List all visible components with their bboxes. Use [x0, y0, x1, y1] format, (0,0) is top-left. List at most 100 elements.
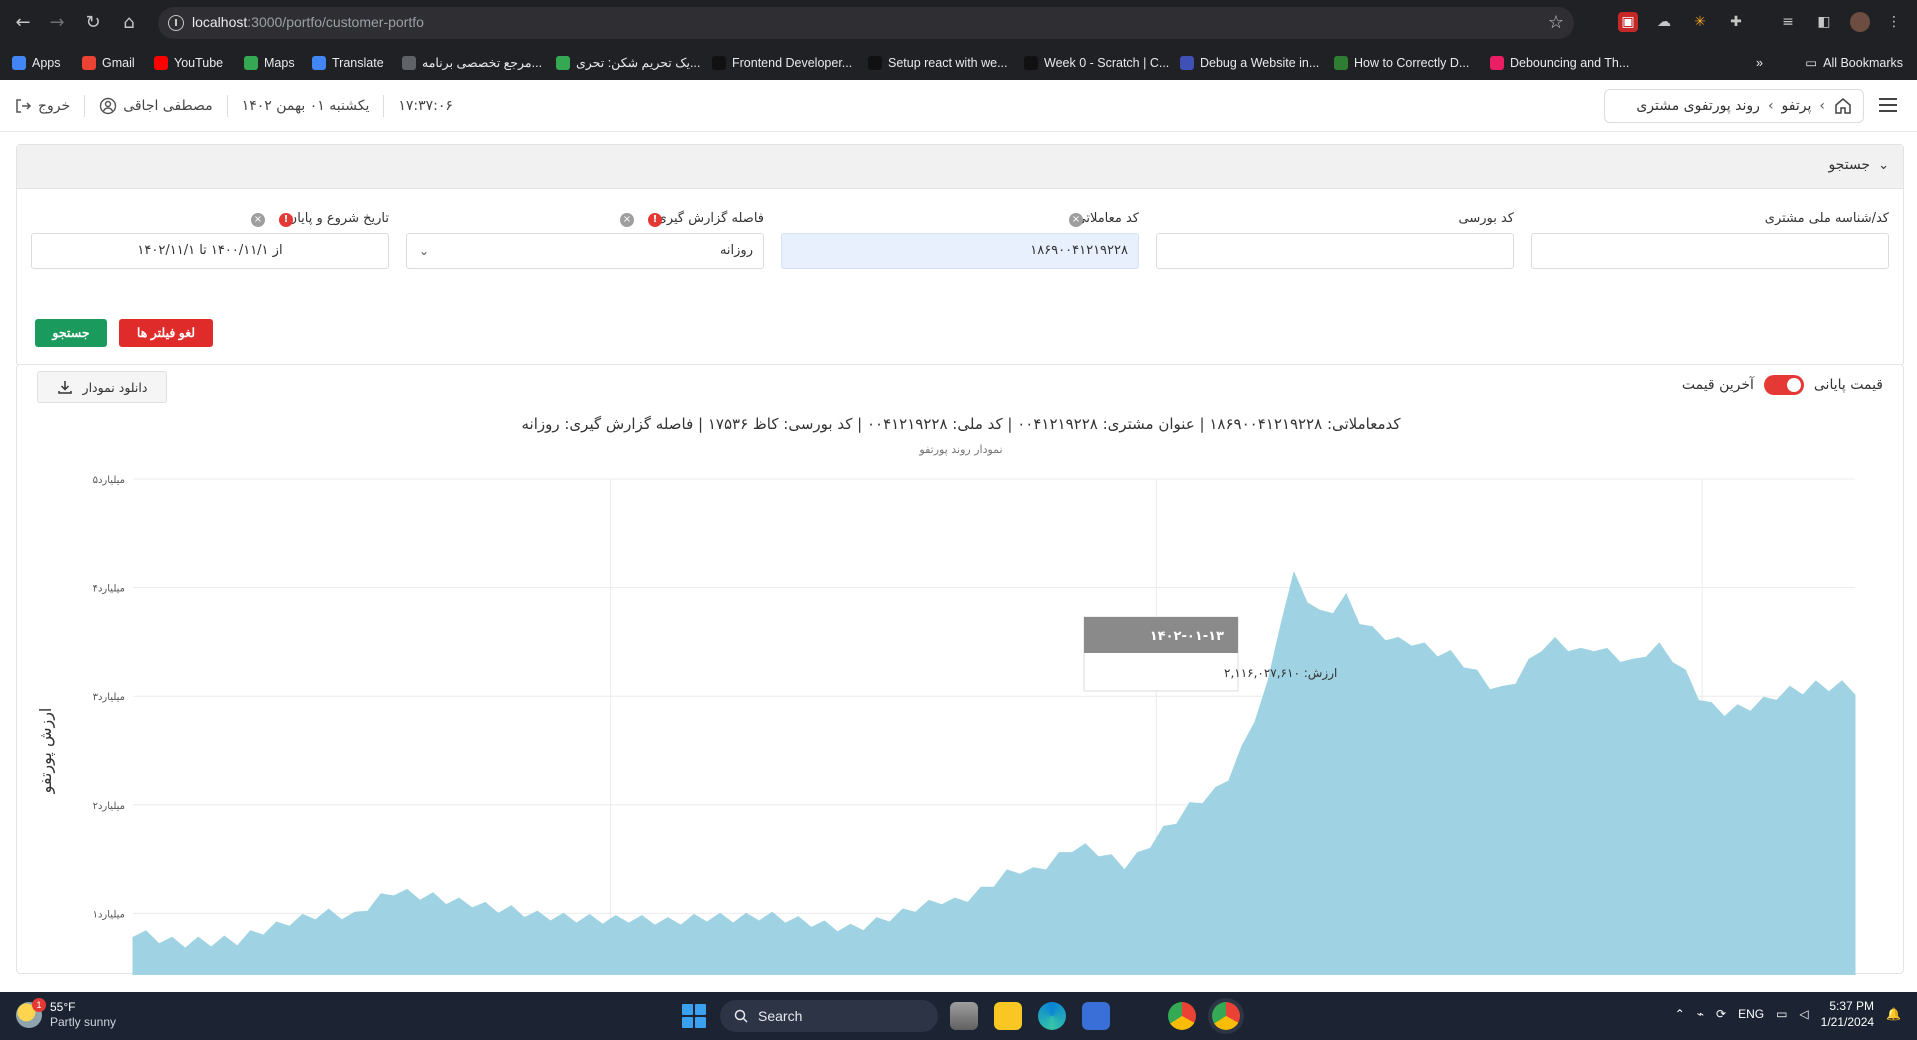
chevron-up-icon[interactable]: ⌃ [1674, 1007, 1685, 1021]
date-range-input[interactable]: از ۱۴۰۰/۱۱/۱ تا ۱۴۰۲/۱۱/۱ [31, 233, 389, 269]
more-bookmarks-icon[interactable]: » [1756, 56, 1763, 70]
trading-code-input[interactable]: ۱۸۶۹۰۰۴۱۲۱۹۲۲۸ [781, 233, 1139, 269]
bookmark-favicon-icon [556, 56, 570, 70]
bookmark-item[interactable]: Debug a Website in... [1180, 52, 1319, 74]
bookmark-favicon-icon [868, 56, 882, 70]
y-tick-label: میلیارد۱ [93, 909, 125, 920]
clear-filters-button[interactable]: لغو فیلتر ها [119, 319, 213, 347]
download-icon [57, 381, 72, 394]
bookmark-item[interactable]: Setup react with we... [868, 52, 1008, 74]
extension-icon[interactable]: ☁ [1657, 14, 1671, 30]
all-bookmarks-label: All Bookmarks [1823, 56, 1903, 70]
bookmark-item[interactable]: Frontend Developer... [712, 52, 852, 74]
app-header: خروج مصطفی اجاقی یکشنبه ۰۱ بهمن ۱۴۰۲ ۱۷:… [0, 80, 1917, 132]
volume-icon[interactable]: ◁ [1799, 1007, 1809, 1021]
field-label: فاصله گزارش گیری [656, 211, 764, 226]
bookmark-label: Gmail [102, 56, 135, 70]
bookmark-item[interactable]: Debouncing and Th... [1490, 52, 1629, 74]
chrome-icon[interactable] [1168, 1002, 1196, 1030]
profile-avatar-icon[interactable] [1850, 12, 1870, 32]
extensions-puzzle-icon[interactable]: ✚ [1730, 14, 1742, 30]
bourse-code-input[interactable] [1156, 233, 1514, 269]
edge-icon[interactable] [1038, 1002, 1066, 1030]
browser-menu-icon[interactable]: ⋮ [1887, 14, 1901, 30]
back-icon[interactable]: ← [15, 12, 31, 33]
weather-temp: 55°F [50, 1000, 76, 1014]
url-text[interactable]: localhost:3000/portfo/customer-portfo [192, 14, 424, 30]
portfolio-area-series[interactable] [132, 570, 1856, 975]
bookmark-favicon-icon [12, 56, 26, 70]
page: خروج مصطفی اجاقی یکشنبه ۰۱ بهمن ۱۴۰۲ ۱۷:… [0, 80, 1917, 992]
report-interval-select[interactable]: روزانه ⌄ [406, 233, 764, 269]
taskbar-search[interactable]: Search [720, 1000, 938, 1032]
bookmark-item[interactable]: Gmail [82, 52, 135, 74]
bookmark-item[interactable]: YouTube [154, 52, 223, 74]
bookmark-label: Week 0 - Scratch | C... [1044, 56, 1170, 70]
bookmark-item[interactable]: Translate [312, 52, 384, 74]
home-icon[interactable]: ⌂ [123, 12, 135, 33]
bookmark-item[interactable]: یک تحریم شکن: تحری... [556, 52, 700, 74]
chrome-active-icon[interactable] [1212, 1002, 1240, 1030]
chart-tooltip: ۱۴۰۲-۰۱-۱۳ ارزش: ۲,۱۱۶,۰۲۷,۶۱۰ [1083, 616, 1337, 692]
search-panel: جستجو ⌄ کد/شناسه ملی مشتری کد بورسی کد م… [16, 144, 1904, 366]
price-toggle-switch[interactable] [1763, 375, 1804, 395]
portfolio-chart[interactable]: 0میلیارد۱میلیارد۲میلیارد۳میلیارد۴میلیارد… [17, 365, 1905, 975]
windows-start-icon[interactable] [682, 1004, 706, 1028]
reload-icon[interactable]: ↻ [85, 12, 101, 33]
notification-bell-icon[interactable]: 🔔 [1886, 1007, 1901, 1021]
bookmark-label: Maps [264, 56, 295, 70]
bookmark-label: YouTube [174, 56, 224, 70]
bookmark-item[interactable]: مرجع تخصصی برنامه... [402, 52, 542, 74]
forward-icon[interactable]: → [49, 12, 65, 33]
clear-field-icon[interactable]: × [251, 213, 265, 227]
clock-time: 5:37 PM [1829, 999, 1875, 1013]
bookmark-item[interactable]: Apps [12, 52, 61, 74]
y-tick-label: میلیارد۴ [93, 584, 125, 595]
logout-button[interactable]: خروج [14, 97, 70, 115]
search-panel-title: جستجو [1828, 157, 1871, 173]
search-panel-header[interactable]: جستجو ⌄ [17, 145, 1903, 189]
national-id-input[interactable] [1531, 233, 1889, 269]
bookmark-label: Debug a Website in... [1200, 56, 1320, 70]
taskbar: 1 55°F Partly sunny Search ⌃ ⌁ ⟳ ENG ▭ ◁… [0, 992, 1917, 1040]
chevron-down-icon: ⌄ [1878, 157, 1889, 173]
file-explorer-icon[interactable] [994, 1002, 1022, 1030]
chevron-left-icon: ‹ [1767, 98, 1774, 114]
network-icon[interactable]: ⌁ [1696, 1007, 1704, 1021]
side-panel-icon[interactable]: ◧ [1817, 14, 1831, 30]
hamburger-menu-icon[interactable] [1876, 94, 1900, 118]
clear-field-icon[interactable]: × [620, 213, 634, 227]
display-icon[interactable]: ▭ [1776, 1007, 1788, 1021]
sync-icon[interactable]: ⟳ [1716, 1007, 1727, 1021]
search-button[interactable]: جستجو [35, 319, 107, 347]
chart-info: کدمعاملاتی: ۱۸۶۹۰۰۴۱۲۱۹۲۲۸ | عنوان مشتری… [521, 415, 1401, 433]
store-icon[interactable] [1082, 1002, 1110, 1030]
y-axis-label: ارزش پورتفو [36, 708, 56, 795]
download-chart-button[interactable]: دانلود نمودار [37, 371, 167, 403]
bookmark-item[interactable]: Week 0 - Scratch | C... [1024, 52, 1169, 74]
language-indicator[interactable]: ENG [1738, 1007, 1765, 1021]
task-view-icon[interactable] [950, 1002, 978, 1030]
user-name: مصطفی اجاقی [123, 98, 213, 114]
all-bookmarks-button[interactable]: ▭ All Bookmarks [1805, 52, 1903, 74]
current-time: ۱۷:۳۷:۰۶ [398, 98, 453, 114]
site-info-icon[interactable] [168, 15, 184, 31]
bookmark-favicon-icon [154, 56, 168, 70]
address-bar[interactable]: localhost:3000/portfo/customer-portfo ☆ [158, 7, 1574, 39]
weather-widget[interactable]: 1 55°F Partly sunny [16, 998, 116, 1030]
clock[interactable]: 5:37 PM 1/21/2024 [1821, 998, 1874, 1030]
user-menu[interactable]: مصطفی اجاقی [99, 97, 213, 115]
chart-subtitle: نمودار روند پورتفو [919, 443, 1003, 456]
breadcrumb-root[interactable]: پرتفو [1781, 98, 1812, 114]
tooltip-date: ۱۴۰۲-۰۱-۱۳ [1150, 629, 1224, 644]
user-icon [99, 97, 117, 115]
bookmark-star-icon[interactable]: ☆ [1547, 12, 1564, 33]
home-icon[interactable] [1833, 96, 1853, 116]
bookmark-item[interactable]: Maps [244, 52, 295, 74]
bookmark-favicon-icon [1180, 56, 1194, 70]
extension-icon[interactable]: ✳ [1694, 14, 1706, 30]
clear-field-icon[interactable]: × [1069, 213, 1083, 227]
bookmark-item[interactable]: How to Correctly D... [1334, 52, 1469, 74]
reading-list-icon[interactable]: ≡ [1782, 14, 1794, 30]
extension-icon[interactable]: ▣ [1618, 12, 1638, 32]
